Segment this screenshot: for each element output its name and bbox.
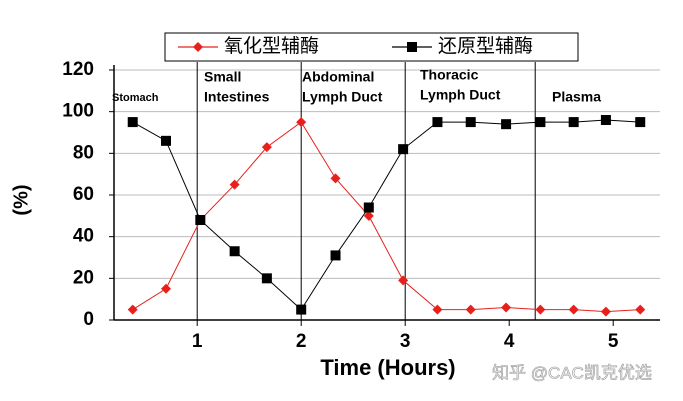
region-label: Thoracic bbox=[420, 67, 479, 83]
data-point bbox=[330, 250, 341, 261]
y-tick-label: 0 bbox=[83, 309, 94, 330]
data-point bbox=[432, 117, 443, 128]
data-point bbox=[195, 215, 206, 225]
data-point bbox=[363, 210, 374, 221]
series-line bbox=[132, 119, 641, 311]
y-tick-label: 60 bbox=[73, 184, 94, 205]
legend-marker bbox=[193, 42, 203, 52]
region-label: Small bbox=[204, 69, 241, 85]
data-point bbox=[261, 142, 272, 153]
data-point bbox=[600, 115, 611, 125]
watermark: 知乎 @CAC凯克优选 bbox=[492, 363, 652, 382]
x-tick-label: 4 bbox=[504, 331, 515, 352]
legend-marker bbox=[407, 42, 417, 52]
data-point bbox=[568, 304, 579, 315]
region-label: Stomach bbox=[112, 92, 159, 104]
data-point bbox=[398, 144, 409, 155]
data-point bbox=[363, 202, 374, 213]
y-tick-label: 40 bbox=[73, 226, 94, 247]
y-axis-label: (%) bbox=[10, 184, 32, 215]
data-point bbox=[330, 173, 341, 184]
region-label: Plasma bbox=[552, 89, 601, 105]
data-point bbox=[635, 117, 646, 128]
data-point bbox=[261, 273, 272, 284]
data-point bbox=[635, 304, 646, 315]
region-label: Lymph Duct bbox=[302, 89, 383, 105]
data-point bbox=[600, 306, 611, 317]
data-point bbox=[535, 304, 546, 315]
data-point bbox=[229, 246, 240, 257]
data-point bbox=[535, 117, 546, 128]
data-point bbox=[161, 135, 171, 146]
y-tick-label: 120 bbox=[62, 59, 94, 80]
data-point bbox=[161, 283, 171, 294]
data-point bbox=[501, 302, 512, 313]
x-axis-label: Time (Hours) bbox=[320, 355, 455, 380]
data-point bbox=[296, 304, 307, 315]
data-point bbox=[127, 304, 138, 315]
data-point bbox=[296, 117, 307, 128]
region-label: Lymph Duct bbox=[420, 87, 501, 103]
data-point bbox=[127, 117, 138, 128]
x-tick-label: 1 bbox=[192, 331, 203, 352]
data-point bbox=[501, 119, 512, 130]
y-tick-label: 80 bbox=[73, 142, 94, 163]
legend-label: 氧化型辅酶 bbox=[224, 35, 319, 57]
x-tick-label: 3 bbox=[400, 331, 411, 352]
legend-box bbox=[164, 32, 579, 62]
region-label: Intestines bbox=[204, 89, 270, 105]
y-tick-label: 100 bbox=[62, 101, 94, 122]
x-tick-label: 2 bbox=[296, 331, 307, 352]
data-point bbox=[465, 304, 476, 315]
x-tick-label: 5 bbox=[608, 331, 619, 352]
data-point bbox=[568, 117, 579, 128]
data-point bbox=[432, 304, 443, 315]
data-point bbox=[465, 117, 476, 128]
region-label: Abdominal bbox=[302, 69, 374, 85]
series-line bbox=[132, 121, 641, 313]
data-point bbox=[398, 275, 409, 286]
data-point bbox=[229, 179, 240, 190]
y-tick-label: 20 bbox=[73, 267, 94, 288]
legend-label: 还原型辅酶 bbox=[438, 35, 533, 57]
